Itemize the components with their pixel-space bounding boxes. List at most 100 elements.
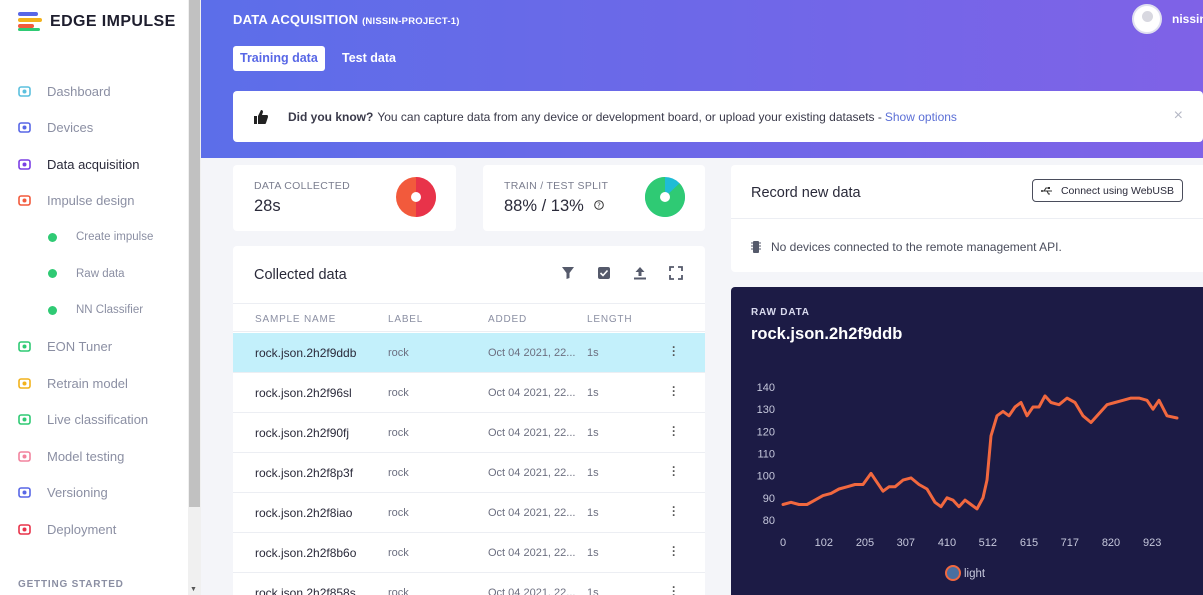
x-tick-label: 410 — [938, 537, 956, 549]
col-added[interactable]: ADDED — [488, 314, 528, 325]
close-icon[interactable]: × — [1173, 107, 1183, 124]
length-cell: 1s — [587, 547, 599, 559]
data-collected-label: DATA COLLECTED — [254, 180, 350, 192]
sidebar-scrollbar-thumb[interactable] — [189, 0, 200, 507]
split-value-wrap: 88% / 13% ? — [504, 197, 605, 216]
table-row[interactable]: rock.json.2h2f8p3f rock Oct 04 2021, 22...… — [233, 453, 705, 493]
clipboard-icon — [18, 450, 31, 462]
sidebar-subitem-label: Raw data — [76, 267, 125, 280]
sidebar-item-model-testing[interactable]: Model testing — [0, 438, 188, 475]
username[interactable]: nissin — [1172, 12, 1203, 26]
sidebar-item-deployment[interactable]: Deployment — [0, 511, 188, 548]
table-row[interactable]: rock.json.2h2f858s rock Oct 04 2021, 22...… — [233, 573, 705, 595]
sidebar-subitem-create-impulse[interactable]: Create impulse — [0, 219, 188, 256]
sidebar-nav: Dashboard Devices Data acquisition Impulse … — [0, 73, 188, 548]
col-sample-name[interactable]: SAMPLE NAME — [255, 314, 337, 325]
collected-data-title: Collected data — [254, 267, 347, 283]
collected-data-toolbar — [561, 266, 683, 280]
row-menu-icon[interactable]: · · · — [672, 420, 676, 442]
sample-name-cell: rock.json.2h2f90fj — [255, 426, 350, 440]
database-icon — [18, 158, 31, 170]
connect-webusb-label: Connect using WebUSB — [1060, 184, 1174, 197]
divider — [731, 218, 1203, 219]
row-menu-icon[interactable]: · · · — [672, 340, 676, 362]
series-line-light[interactable] — [781, 394, 1179, 511]
table-row[interactable]: rock.json.2h2f8iao rock Oct 04 2021, 22...… — [233, 493, 705, 533]
split-value: 88% / 13% — [504, 197, 584, 215]
label-cell: rock — [388, 387, 409, 399]
train-test-split-card: TRAIN / TEST SPLIT 88% / 13% ? — [483, 165, 705, 231]
raw-data-label: RAW DATA — [751, 307, 810, 318]
status-dot-icon — [48, 232, 57, 242]
table-row[interactable]: rock.json.2h2f8b6o rock Oct 04 2021, 22...… — [233, 533, 705, 573]
brand-logo[interactable]: EDGE IMPULSE — [18, 12, 176, 32]
status-dot-icon — [48, 269, 57, 279]
y-tick-label: 140 — [757, 382, 775, 394]
label-cell: rock — [388, 347, 409, 359]
brand-name: EDGE IMPULSE — [50, 13, 176, 30]
label-cell: rock — [388, 587, 409, 595]
col-length[interactable]: LENGTH — [587, 314, 633, 325]
sidebar-item-retrain-model[interactable]: Retrain model — [0, 365, 188, 402]
sidebar-item-eon-tuner[interactable]: EON Tuner — [0, 329, 188, 366]
avatar[interactable] — [1132, 4, 1162, 34]
sidebar-item-versioning[interactable]: Versioning — [0, 475, 188, 512]
sidebar-item-label: Impulse design — [47, 193, 135, 209]
added-cell: Oct 04 2021, 22... — [488, 587, 576, 595]
row-menu-icon[interactable]: · · · — [672, 540, 676, 562]
row-menu-icon[interactable]: · · · — [672, 500, 676, 522]
page-title-text: DATA ACQUISITION — [233, 12, 359, 27]
length-cell: 1s — [587, 507, 599, 519]
tab-training-data[interactable]: Training data — [233, 46, 325, 71]
monitor-icon — [18, 85, 31, 97]
tab-test-data[interactable]: Test data — [342, 51, 396, 65]
row-menu-icon[interactable]: · · · — [672, 380, 676, 402]
help-icon[interactable]: ? — [594, 200, 605, 210]
raw-sample-name: rock.json.2h2f9ddb — [751, 325, 903, 343]
raw-data-chart[interactable]: 80 90 100 110 120 130 140 0 102 205 307 410 512 615 71… — [731, 287, 1203, 595]
legend-label[interactable]: light — [964, 568, 986, 580]
sidebar-item-devices[interactable]: Devices — [0, 110, 188, 147]
sidebar: EDGE IMPULSE Dashboard Devices Data acquis… — [0, 0, 201, 595]
sidebar-item-label: EON Tuner — [47, 339, 113, 355]
table-header: SAMPLE NAME LABEL ADDED LENGTH — [233, 303, 705, 332]
expand-icon[interactable] — [669, 266, 683, 280]
sidebar-item-data-acquisition[interactable]: Data acquisition — [0, 146, 188, 183]
sidebar-subitem-nn-classifier[interactable]: NN Classifier — [0, 292, 188, 329]
table-row[interactable]: rock.json.2h2f96sl rock Oct 04 2021, 22...… — [233, 373, 705, 413]
show-options-link[interactable]: Show options — [884, 109, 957, 124]
added-cell: Oct 04 2021, 22... — [488, 467, 576, 479]
sidebar-item-label: Model testing — [47, 448, 125, 464]
upload-icon[interactable] — [633, 266, 647, 280]
label-cell: rock — [388, 427, 409, 439]
sidebar-item-dashboard[interactable]: Dashboard — [0, 73, 188, 110]
x-tick-label: 717 — [1061, 537, 1079, 549]
status-dot-icon — [48, 305, 57, 315]
sidebar-item-impulse-design[interactable]: Impulse design — [0, 183, 188, 220]
y-tick-label: 80 — [763, 515, 775, 527]
legend-marker[interactable] — [945, 565, 961, 581]
tip-heading: Did you know? — [288, 109, 374, 124]
table-row[interactable]: rock.json.2h2f90fj rock Oct 04 2021, 22...… — [233, 413, 705, 453]
sidebar-item-live-classification[interactable]: Live classification — [0, 402, 188, 439]
connect-webusb-button[interactable]: Connect using WebUSB — [1031, 179, 1183, 202]
filter-icon[interactable] — [561, 266, 575, 280]
table-row[interactable]: rock.json.2h2f9ddb rock Oct 04 2021, 22...… — [233, 333, 705, 373]
length-cell: 1s — [587, 587, 599, 595]
col-label[interactable]: LABEL — [388, 314, 424, 325]
edge-impulse-logo-icon — [18, 12, 42, 32]
label-cell: rock — [388, 547, 409, 559]
row-menu-icon[interactable]: · · · — [672, 580, 676, 595]
row-menu-icon[interactable]: · · · — [672, 460, 676, 482]
split-label: TRAIN / TEST SPLIT — [504, 180, 609, 192]
sidebar-item-label: Dashboard — [47, 83, 111, 99]
sidebar-subitem-raw-data[interactable]: Raw data — [0, 256, 188, 293]
added-cell: Oct 04 2021, 22... — [488, 507, 576, 519]
label-cell: rock — [388, 507, 409, 519]
y-tick-label: 120 — [757, 426, 775, 438]
x-tick-label: 512 — [979, 537, 997, 549]
scroll-down-arrow-icon[interactable]: ▼ — [190, 586, 197, 593]
select-checkbox-icon[interactable] — [597, 266, 611, 280]
record-new-data-title: Record new data — [751, 185, 861, 201]
sidebar-item-label: Deployment — [47, 521, 117, 537]
